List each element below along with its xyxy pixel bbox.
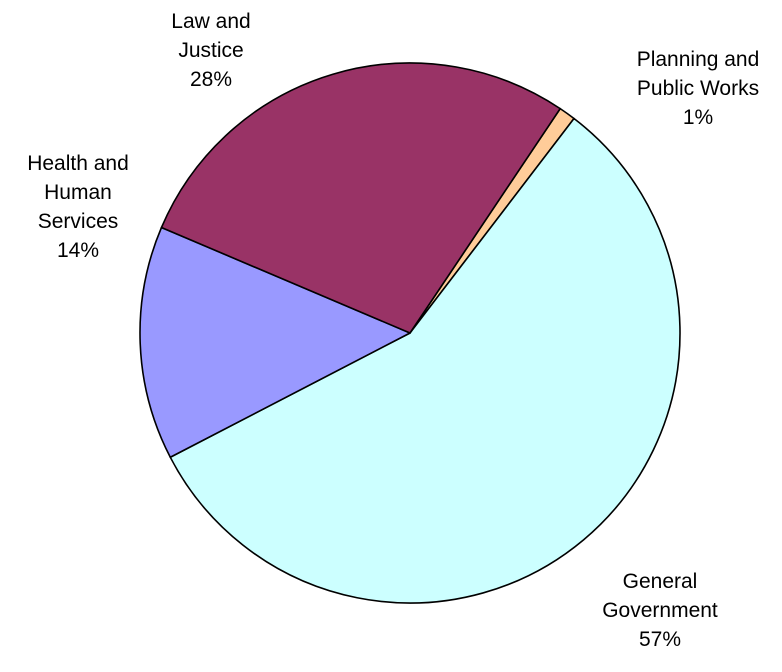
pie-slice-general-government xyxy=(169,117,681,604)
slice-label-planning-and-public-works: Planning and Public Works 1% xyxy=(637,48,760,129)
slice-percent-label: 1% xyxy=(683,106,713,129)
slice-category-label: Health and xyxy=(27,152,129,175)
slice-percent-label: 28% xyxy=(190,68,232,91)
slice-label-health-and-human-services: Health and Human Services 14% xyxy=(27,152,129,262)
slice-category-label: Government xyxy=(602,599,718,622)
slice-percent-label: 14% xyxy=(57,239,99,262)
slice-category-label: Justice xyxy=(178,39,243,62)
pie-slice-law-and-justice xyxy=(160,62,561,334)
slice-category-label: Public Works xyxy=(637,77,759,100)
slice-percent-label: 57% xyxy=(639,628,681,651)
slice-label-general-government: General Government 57% xyxy=(602,570,718,651)
slice-category-label: General xyxy=(623,570,698,593)
slice-category-label: Law and xyxy=(171,10,250,33)
pie-slice-health-and-human-services xyxy=(139,226,411,459)
slice-category-label: Human xyxy=(44,181,112,204)
slice-category-label: Planning and xyxy=(637,48,760,71)
slice-label-law-and-justice: Law and Justice 28% xyxy=(171,10,250,91)
slice-category-label: Services xyxy=(38,210,119,233)
